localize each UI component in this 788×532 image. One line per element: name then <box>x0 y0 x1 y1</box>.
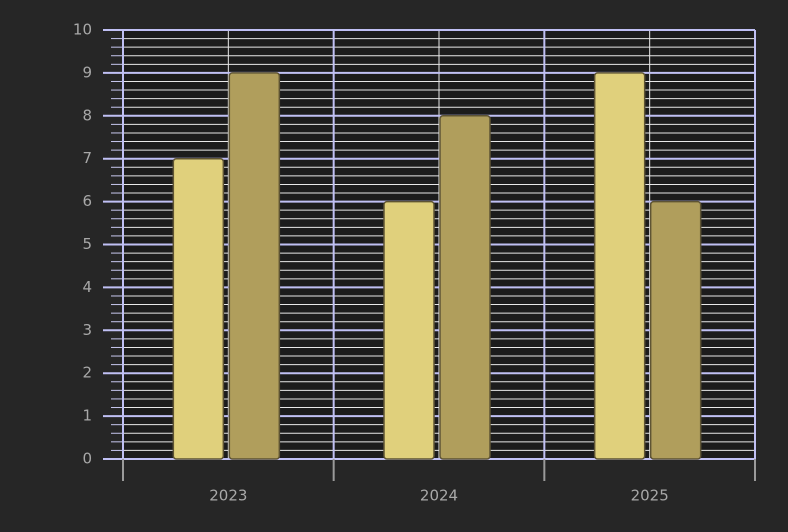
bar <box>439 115 491 460</box>
y-tick-label: 0 <box>82 450 92 468</box>
bar <box>383 200 435 460</box>
y-tick-label: 7 <box>82 149 92 167</box>
y-tick-label: 2 <box>82 364 92 382</box>
x-tick-label: 2024 <box>420 487 458 505</box>
y-tick-label: 4 <box>82 278 92 296</box>
y-tick-label: 6 <box>82 192 92 210</box>
bar <box>172 157 225 460</box>
bar <box>649 200 702 460</box>
y-tick-label: 8 <box>82 106 92 124</box>
bar <box>593 72 646 460</box>
y-tick-label: 3 <box>82 321 92 339</box>
y-tick-label: 10 <box>73 21 92 39</box>
x-tick-label: 2023 <box>209 487 247 505</box>
y-tick-label: 5 <box>82 235 92 253</box>
bar <box>228 72 281 460</box>
x-tick-label: 2025 <box>631 487 669 505</box>
y-tick-label: 9 <box>82 63 92 81</box>
y-tick-label: 1 <box>82 407 92 425</box>
